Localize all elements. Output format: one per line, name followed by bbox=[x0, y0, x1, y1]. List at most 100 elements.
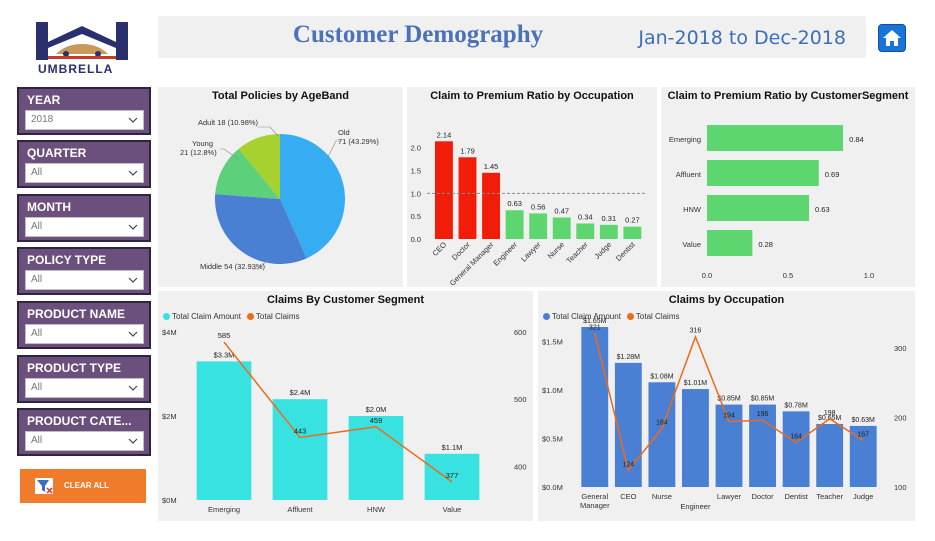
legend-item[interactable]: Total Claim Amount bbox=[543, 312, 621, 321]
legend-label: Total Claim Amount bbox=[552, 312, 621, 321]
home-button[interactable] bbox=[878, 24, 906, 52]
slicer-label: PRODUCT TYPE bbox=[27, 361, 122, 375]
y-tick-label: 0.0 bbox=[411, 235, 421, 244]
slicer-product-category: PRODUCT CATE... All bbox=[17, 408, 151, 456]
product-category-dropdown[interactable]: All bbox=[25, 431, 144, 451]
data-label: 0.27 bbox=[625, 216, 640, 225]
bar-hnw bbox=[348, 416, 404, 500]
chart-title: Claim to Premium Ratio by CustomerSegmen… bbox=[667, 90, 909, 102]
pie-label-young-value: 21 (12.8%) bbox=[180, 148, 217, 157]
pie-label-old-value: 71 (43.29%) bbox=[338, 137, 379, 146]
year-dropdown[interactable]: 2018 bbox=[25, 110, 144, 130]
line-data-label: 164 bbox=[790, 433, 802, 440]
legend-label: Total Claims bbox=[635, 312, 680, 321]
chevron-down-icon bbox=[128, 331, 138, 337]
bar-dentist bbox=[623, 226, 642, 239]
x-tick-label: 1.0 bbox=[864, 271, 874, 280]
umbrella-logo-icon bbox=[36, 22, 128, 60]
line-data-label: 585 bbox=[218, 331, 231, 340]
legend-item[interactable]: Total Claims bbox=[246, 312, 300, 321]
quarter-dropdown[interactable]: All bbox=[25, 163, 144, 183]
slicer-policy-type: POLICY TYPE All bbox=[17, 247, 151, 295]
pie-label-young: Young 21 (12.8%) bbox=[180, 139, 217, 157]
x-tick-label: Dentist bbox=[784, 492, 808, 501]
x-tick-label: Emerging bbox=[208, 505, 240, 514]
slicer-year: YEAR 2018 bbox=[17, 87, 151, 135]
y-right-tick-label: 300 bbox=[894, 344, 907, 353]
pie-leader-line bbox=[220, 148, 239, 160]
y-tick-label: Emerging bbox=[669, 135, 701, 144]
chart-title: Claims By Customer Segment bbox=[266, 294, 425, 306]
bar-data-label: $1.28M bbox=[617, 354, 641, 361]
dropdown-value: All bbox=[31, 274, 43, 285]
bar-lawyer bbox=[715, 404, 743, 487]
data-label: 2.14 bbox=[437, 130, 452, 139]
bar-nurse bbox=[552, 217, 571, 239]
line-data-label: 459 bbox=[370, 416, 383, 425]
product-name-dropdown[interactable]: All bbox=[25, 324, 144, 344]
y-tick-label: Affluent bbox=[676, 170, 702, 179]
x-tick-label: 0.5 bbox=[783, 271, 793, 280]
legend-label: Total Claims bbox=[255, 312, 300, 321]
y-right-tick-label: 200 bbox=[894, 413, 907, 422]
clear-all-label: CLEAR ALL bbox=[64, 481, 110, 490]
pie-label-middle: Middle 54 (32.93%) bbox=[200, 262, 266, 271]
chart-title: Claims by Occupation bbox=[668, 294, 785, 306]
dropdown-value: All bbox=[31, 328, 43, 339]
y-tick-label: 1.0 bbox=[411, 189, 421, 198]
x-tick-label: General bbox=[581, 492, 608, 501]
policies-by-ageband-panel: Total Policies by AgeBand Adult 18 (10.9… bbox=[158, 87, 403, 287]
slicer-month: MONTH All bbox=[17, 194, 151, 242]
bar-teacher bbox=[816, 423, 844, 487]
bar-value bbox=[424, 453, 480, 500]
chart-title: Claim to Premium Ratio by Occupation bbox=[430, 90, 634, 102]
data-label: 0.63 bbox=[815, 205, 830, 214]
bar-doctor bbox=[749, 404, 776, 487]
policy-type-dropdown[interactable]: All bbox=[25, 270, 144, 290]
pie-leader-line bbox=[258, 126, 279, 137]
clear-all-button[interactable]: CLEAR ALL bbox=[20, 469, 146, 503]
slicer-label: PRODUCT NAME bbox=[27, 307, 125, 321]
pie-chart bbox=[215, 126, 345, 270]
line-data-label: 184 bbox=[656, 420, 668, 427]
data-label: 0.63 bbox=[507, 199, 522, 208]
bar-judge bbox=[599, 224, 618, 239]
slicer-product-type: PRODUCT TYPE All bbox=[17, 355, 151, 403]
data-label: 0.69 bbox=[825, 170, 840, 179]
segment-ratio-chart: Emerging 0.84 Affluent 0.69 HNW 0.63 Value 0.28… bbox=[669, 125, 874, 280]
bar-affluent bbox=[272, 399, 328, 500]
pie-label-old-name: Old bbox=[338, 128, 350, 137]
pie-label-old: Old 71 (43.29%) bbox=[338, 128, 379, 146]
pie-slice-old bbox=[280, 134, 345, 259]
y-left-tick-label: $0.0M bbox=[542, 483, 563, 492]
y-right-tick-label: 100 bbox=[894, 483, 907, 492]
legend-item[interactable]: Total Claims bbox=[626, 312, 680, 321]
dropdown-value: All bbox=[31, 435, 43, 446]
bar-emerging bbox=[707, 125, 844, 151]
bar-data-label: $0.85M bbox=[751, 396, 775, 403]
month-dropdown[interactable]: All bbox=[25, 217, 144, 237]
bar-data-label: $0.78M bbox=[784, 402, 808, 409]
dropdown-value: All bbox=[31, 221, 43, 232]
x-tick-label: Engineer bbox=[491, 240, 519, 268]
bar-ceo bbox=[435, 141, 453, 239]
chevron-down-icon bbox=[128, 170, 138, 176]
bar-teacher bbox=[576, 223, 595, 239]
product-type-dropdown[interactable]: All bbox=[25, 378, 144, 398]
legend-item[interactable]: Total Claim Amount bbox=[163, 312, 241, 321]
x-tick-label: General Manager bbox=[448, 240, 496, 287]
bar-data-label: $0.85M bbox=[717, 396, 741, 403]
segment-claims-chart: $0M $2M $4M 400 500 600 $3.3M $2.4M $2.0M $1.1M 58… bbox=[162, 328, 527, 514]
slicer-label: PRODUCT CATE... bbox=[27, 414, 132, 428]
chevron-down-icon bbox=[128, 224, 138, 230]
bar-lawyer bbox=[529, 213, 548, 239]
ratio-by-occupation-panel: Claim to Premium Ratio by Occupation 0.0… bbox=[407, 87, 657, 287]
y-left-tick-label: $4M bbox=[162, 328, 177, 337]
pie-label-young-name: Young bbox=[192, 139, 213, 148]
bar-data-label: $2.4M bbox=[290, 388, 311, 397]
y-left-tick-label: $1.5M bbox=[542, 338, 563, 347]
line-data-label: 443 bbox=[294, 427, 307, 436]
x-tick-label: Manager bbox=[580, 501, 610, 510]
y-tick-label: 1.5 bbox=[411, 167, 421, 176]
occupation-ratio-chart: 0.0 0.5 1.0 1.5 2.0 2.14 CEO 1.79 Doctor 1.45 Gene… bbox=[411, 130, 647, 287]
